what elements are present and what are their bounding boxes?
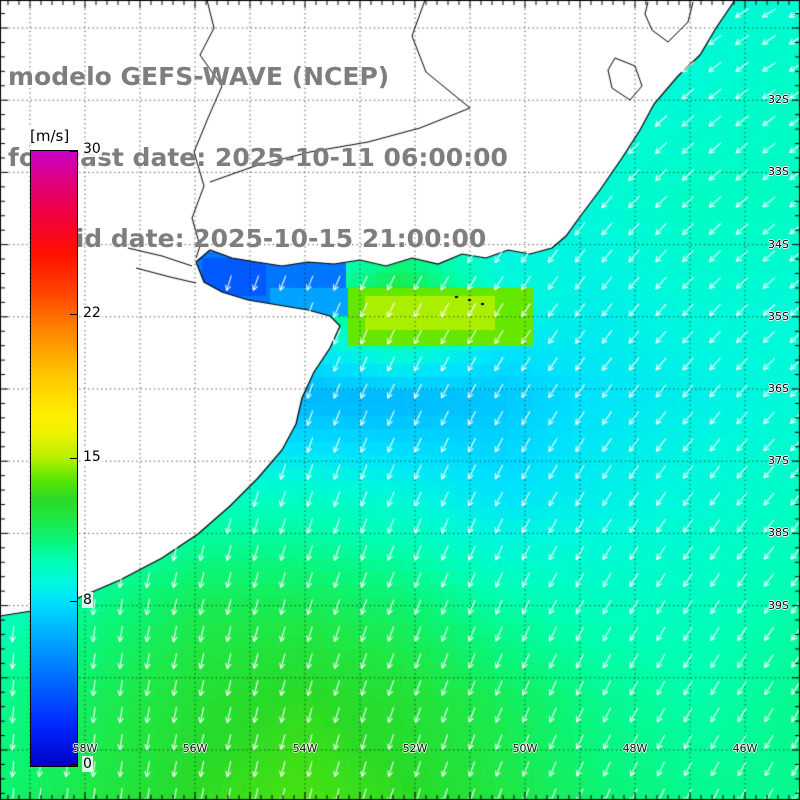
lon-axis-label: 54W	[292, 742, 318, 755]
colorbar-tick-label: 30	[82, 141, 102, 157]
lat-axis-label: 32S	[768, 93, 789, 106]
colorbar-tick-label: 15	[82, 448, 102, 465]
colorbar-tick-label: 8	[82, 592, 93, 608]
lat-axis-label: 33S	[768, 165, 789, 178]
lon-axis-label: 58W	[72, 742, 98, 755]
colorbar-unit-label: [m/s]	[27, 127, 73, 145]
colorbar-tick-label: 0	[82, 756, 93, 772]
model-title: modelo GEFS-WAVE (NCEP)	[8, 62, 390, 91]
lon-axis-label: 56W	[182, 742, 208, 755]
colorbar-tick-mark	[70, 764, 77, 765]
lat-axis-label: 34S	[768, 238, 789, 251]
lon-axis-label: 48W	[622, 742, 648, 755]
colorbar-tick-mark	[70, 601, 77, 602]
lon-axis-label: 50W	[512, 742, 538, 755]
colorbar-tick-mark	[70, 314, 77, 315]
lat-axis-label: 38S	[768, 526, 789, 539]
colorbar-gradient	[30, 150, 78, 767]
map-title-block: modelo GEFS-WAVE (NCEP) forecast date: 2…	[8, 9, 508, 306]
lat-axis-label: 35S	[768, 310, 789, 323]
valid-date-line: valid date: 2025-10-15 21:00:00	[34, 224, 487, 253]
lat-axis-label: 36S	[768, 382, 789, 395]
colorbar-tick-mark	[70, 457, 77, 459]
lat-axis-label: 37S	[768, 454, 789, 467]
colorbar-tick-mark	[70, 151, 77, 152]
lon-axis-label: 52W	[402, 742, 428, 755]
colorbar-tick-label: 22	[82, 305, 102, 321]
lat-axis-label: 39S	[768, 599, 789, 612]
lon-axis-label: 46W	[732, 742, 758, 755]
